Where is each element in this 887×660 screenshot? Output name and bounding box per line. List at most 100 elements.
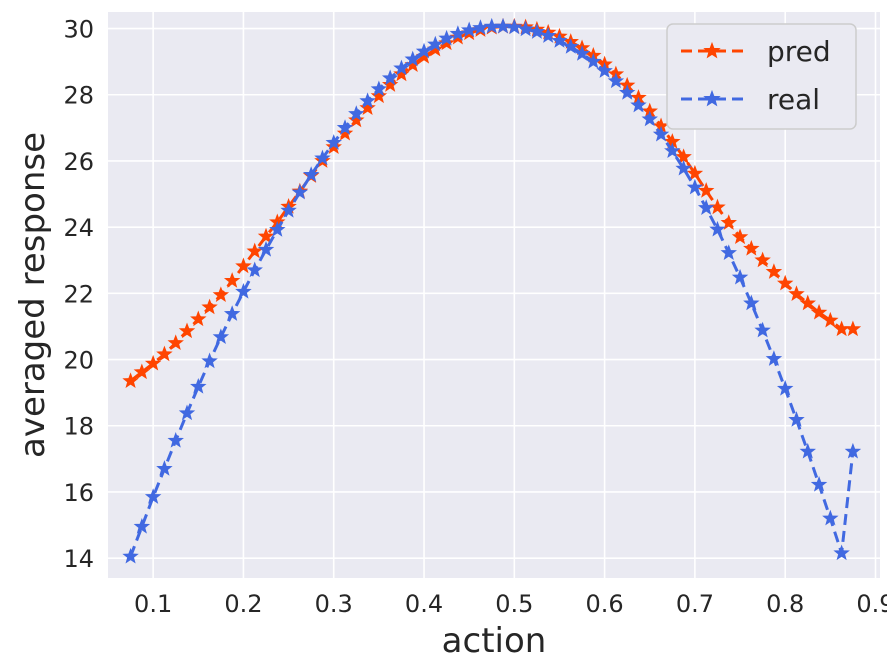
data-point-real [302, 166, 320, 182]
y-axis-ticks: 14 16 18 20 22 24 26 28 30 [63, 16, 94, 574]
data-point-pred [754, 251, 771, 268]
y-tick-label: 22 [63, 280, 94, 308]
data-point-pred [776, 274, 794, 291]
data-point-real [415, 42, 433, 59]
data-point-real [799, 442, 816, 459]
data-point-real [348, 105, 365, 121]
data-point-pred [246, 242, 263, 259]
data-point-real [235, 283, 252, 299]
data-point-real [686, 178, 704, 195]
data-point-real [573, 45, 591, 61]
y-tick-label: 18 [63, 413, 94, 441]
data-point-pred [156, 345, 173, 362]
data-point-real [697, 199, 715, 215]
data-point-real [269, 221, 286, 237]
data-point-pred [359, 99, 376, 115]
data-point-pred [122, 372, 139, 389]
data-point-pred [336, 124, 354, 141]
data-point-real [788, 411, 805, 427]
data-point-real [133, 518, 151, 534]
data-point-pred [167, 334, 184, 350]
data-point-pred [788, 285, 805, 301]
data-point-real [246, 261, 263, 278]
data-point-real [810, 476, 828, 492]
data-point-real [212, 328, 230, 345]
x-tick-label: 0.3 [315, 590, 353, 618]
data-point-real [381, 69, 399, 86]
y-tick-label: 14 [63, 545, 94, 573]
data-point-real [257, 241, 275, 257]
data-point-real [630, 96, 647, 113]
data-point-real [404, 50, 421, 67]
x-tick-label: 0.6 [586, 590, 624, 618]
data-point-pred [133, 363, 151, 380]
data-point-pred [370, 87, 388, 104]
y-tick-label: 16 [63, 479, 94, 507]
y-axis-label: averaged response [13, 132, 53, 458]
data-point-real [844, 442, 862, 459]
data-point-real [506, 18, 523, 35]
legend-marker [703, 41, 721, 59]
data-point-real [393, 59, 410, 76]
data-point-real [562, 38, 579, 54]
data-point-pred [765, 263, 783, 279]
data-point-pred [190, 310, 207, 327]
data-point-real [494, 17, 512, 34]
x-axis-ticks: 0.1 0.2 0.3 0.4 0.5 0.6 0.7 0.8 0.9 [134, 590, 887, 618]
data-point-pred [212, 286, 230, 302]
data-point-pred [257, 227, 275, 244]
data-point-real [731, 268, 749, 285]
data-point-pred [731, 228, 749, 245]
data-point-real [833, 544, 850, 561]
x-axis-label: action [442, 621, 547, 660]
data-point-real [607, 72, 625, 89]
data-point-real [743, 294, 760, 311]
data-point-pred [822, 311, 839, 328]
x-tick-label: 0.4 [405, 590, 443, 618]
data-point-real [652, 125, 670, 142]
data-point-pred [720, 214, 737, 230]
data-point-real [314, 149, 331, 166]
legend-item-pred: pred [681, 35, 831, 68]
data-point-real [776, 380, 794, 396]
data-point-real [325, 134, 342, 150]
x-tick-label: 0.2 [224, 590, 262, 618]
data-point-pred [235, 257, 252, 274]
data-point-real [359, 92, 376, 109]
data-point-real [178, 404, 196, 421]
data-point-real [528, 23, 546, 39]
legend: pred real [666, 23, 857, 130]
data-point-pred [201, 298, 218, 315]
x-tick-label: 0.1 [134, 590, 172, 618]
data-point-real [596, 62, 613, 78]
data-point-real [765, 350, 783, 366]
y-tick-label: 30 [63, 16, 94, 44]
data-point-pred [709, 198, 726, 215]
x-tick-label: 0.9 [856, 590, 887, 618]
data-point-pred [178, 322, 196, 339]
data-point-pred [743, 240, 760, 256]
data-point-real [336, 119, 354, 135]
data-point-real [754, 321, 771, 338]
data-point-real [709, 220, 726, 237]
data-point-real [551, 32, 568, 48]
data-point-real [427, 35, 444, 52]
series-real [122, 17, 862, 564]
x-tick-label: 0.8 [766, 590, 804, 618]
legend-item-real: real [681, 83, 820, 116]
legend-label: real [767, 83, 820, 116]
data-point-real [641, 110, 658, 127]
data-point-real [517, 20, 534, 37]
x-tick-label: 0.5 [495, 590, 533, 618]
data-point-real [585, 53, 602, 69]
data-point-real [675, 159, 692, 176]
data-point-real [460, 21, 478, 38]
x-tick-label: 0.7 [676, 590, 714, 618]
data-point-pred [438, 34, 455, 51]
data-point-pred [393, 65, 410, 82]
data-point-real [223, 305, 241, 321]
data-point-pred [697, 182, 715, 198]
data-point-pred [810, 303, 828, 320]
data-point-real [664, 142, 681, 159]
data-point-real [280, 201, 297, 218]
